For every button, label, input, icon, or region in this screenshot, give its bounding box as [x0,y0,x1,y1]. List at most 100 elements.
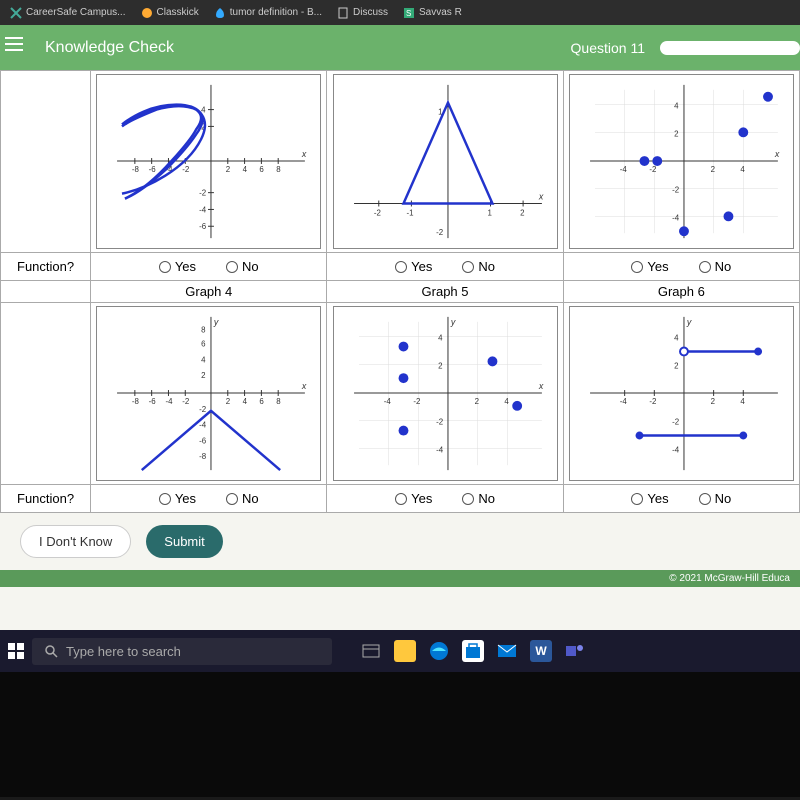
svg-text:x: x [774,149,780,159]
svg-text:-2: -2 [436,418,443,427]
hamburger-icon[interactable] [5,37,23,51]
radio-yes-4[interactable]: Yes [159,491,196,506]
svg-text:-6: -6 [199,222,207,231]
svg-text:-2: -2 [373,208,380,217]
radio-group-1: Yes No [91,259,326,274]
svg-text:4: 4 [740,165,745,174]
svg-text:8: 8 [276,165,281,174]
radio-yes-6[interactable]: Yes [631,491,668,506]
radio-yes-2[interactable]: Yes [395,259,432,274]
svg-text:4: 4 [674,102,679,111]
mail-icon[interactable] [496,640,518,662]
svg-text:4: 4 [243,165,248,174]
svg-text:-2: -2 [436,228,443,237]
svg-text:2: 2 [674,129,678,138]
tab-careersafe[interactable]: CareerSafe Campus... [10,7,126,19]
page-title: Knowledge Check [45,39,174,57]
svg-text:4: 4 [201,355,206,364]
svg-text:2: 2 [438,361,442,370]
svg-text:2: 2 [201,371,205,380]
radio-no-5[interactable]: No [462,491,495,506]
svg-text:-4: -4 [672,445,680,454]
yes-label: Yes [647,259,668,274]
graph-4: y x -8 -6 -4 -2 2 4 6 8 2 4 6 8 [96,306,321,481]
radio-no-4[interactable]: No [226,491,259,506]
svg-text:x: x [301,381,307,391]
radio-no-2[interactable]: No [462,259,495,274]
windows-icon[interactable] [8,643,24,659]
tab-savvas[interactable]: S Savvas R [403,7,462,19]
radio-group-3: Yes No [564,259,799,274]
svg-text:-2: -2 [183,165,190,174]
svg-text:-2: -2 [649,165,656,174]
submit-button[interactable]: Submit [146,525,222,558]
svg-text:2: 2 [226,165,230,174]
svg-text:x: x [301,149,307,159]
task-view-icon[interactable] [360,640,382,662]
svg-text:4: 4 [504,397,509,406]
svg-text:-4: -4 [199,205,207,214]
search-placeholder: Type here to search [66,644,181,659]
tab-label: Discuss [353,7,388,18]
svg-text:-1: -1 [406,208,413,217]
search-box[interactable]: Type here to search [32,638,332,665]
svg-text:-4: -4 [166,397,174,406]
no-label: No [478,491,495,506]
tab-tumor[interactable]: tumor definition - B... [214,7,322,19]
function-label: Function? [1,253,91,281]
yes-label: Yes [411,259,432,274]
radio-no-3[interactable]: No [699,259,732,274]
svg-text:-8: -8 [132,165,140,174]
svg-text:4: 4 [243,397,248,406]
file-icon [337,7,349,19]
svg-text:8: 8 [201,326,206,335]
button-row: I Don't Know Submit [0,513,800,570]
teams-icon[interactable] [564,640,586,662]
tab-label: tumor definition - B... [230,7,322,18]
svg-text:8: 8 [276,397,281,406]
yes-label: Yes [411,491,432,506]
svg-text:-2: -2 [672,418,679,427]
svg-text:-2: -2 [672,186,679,195]
word-icon[interactable]: W [530,640,552,662]
radio-yes-3[interactable]: Yes [631,259,668,274]
svg-text:-2: -2 [183,397,190,406]
radio-no-6[interactable]: No [699,491,732,506]
yes-label: Yes [175,259,196,274]
tab-icon: S [403,7,415,19]
radio-no-1[interactable]: No [226,259,259,274]
no-label: No [242,491,259,506]
tab-icon [214,7,226,19]
radio-group-4: Yes No [91,491,326,506]
svg-text:4: 4 [438,334,443,343]
tab-label: Savvas R [419,7,462,18]
radio-group-2: Yes No [327,259,562,274]
task-icons: W [360,640,586,662]
graph-6: y -4 -2 2 4 2 4 -2 -4 [569,306,794,481]
svg-text:6: 6 [260,397,265,406]
tab-label: Classkick [157,7,199,18]
progress-bar [660,41,800,55]
svg-text:4: 4 [674,334,679,343]
radio-yes-1[interactable]: Yes [159,259,196,274]
no-label: No [715,259,732,274]
tab-icon [10,7,22,19]
radio-yes-5[interactable]: Yes [395,491,432,506]
idk-button[interactable]: I Don't Know [20,525,131,558]
tab-icon [141,7,153,19]
yes-label: Yes [175,491,196,506]
svg-text:2: 2 [710,397,714,406]
graph-4-title: Graph 4 [91,281,327,303]
graph-6-title: Graph 6 [563,281,799,303]
tab-classkick[interactable]: Classkick [141,7,199,19]
graph-table: x -8 -6 -4 -2 2 4 6 8 2 4 -2 -4 -6 [0,70,800,513]
tab-discuss[interactable]: Discuss [337,7,388,19]
svg-text:-6: -6 [199,436,207,445]
explorer-icon[interactable] [394,640,416,662]
svg-text:-4: -4 [672,213,680,222]
store-icon[interactable] [462,640,484,662]
svg-text:y: y [213,317,219,327]
svg-text:-4: -4 [620,165,628,174]
svg-text:-4: -4 [199,421,207,430]
edge-icon[interactable] [428,640,450,662]
